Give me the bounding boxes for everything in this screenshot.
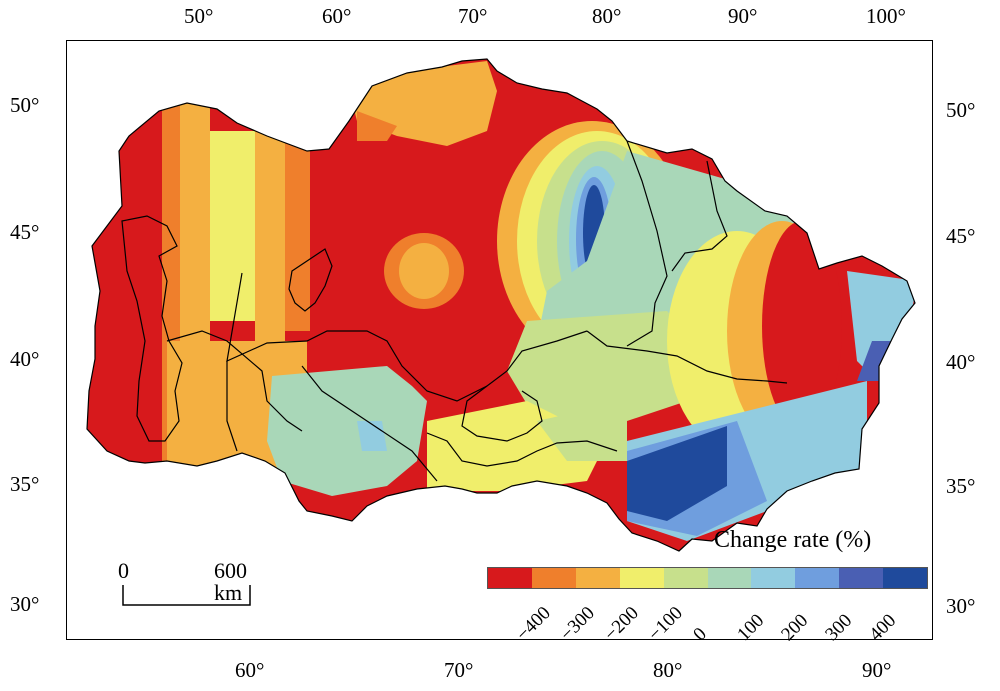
legend-swatch-3 [619, 568, 664, 588]
left-lat-label-45: 45° [10, 220, 40, 244]
right-lat-label-40: 40° [946, 350, 976, 374]
right-lat-label-50: 50° [946, 98, 976, 122]
border-china-inner [586, 330, 788, 384]
border-kaz-uzb [226, 272, 588, 402]
legend-title: Change rate (%) [714, 527, 872, 553]
scale-bar-zero-label: 0 [118, 558, 129, 583]
left-lat-label-40: 40° [10, 347, 40, 371]
bottom-lon-label-90: 90° [862, 658, 892, 682]
border-china-mongolia [671, 160, 728, 272]
bottom-lon-label-60: 60° [235, 658, 265, 682]
top-lon-label-60: 60° [322, 4, 352, 28]
border-south-2 [461, 385, 543, 442]
legend-swatch-2 [575, 568, 620, 588]
raster-west-band-orange2 [285, 131, 310, 331]
top-lon-label-70: 70° [458, 4, 488, 28]
left-lat-label-30: 30° [10, 592, 40, 616]
top-lon-label-100: 100° [866, 4, 906, 28]
raster-east-lightgreen [507, 311, 717, 421]
raster-south-lightgreen [537, 401, 627, 461]
bottom-lon-label-70: 70° [444, 658, 474, 682]
border-west-1 [166, 330, 303, 432]
scale-bar-line [122, 585, 251, 606]
top-lon-label-90: 90° [728, 4, 758, 28]
legend-swatch-7 [795, 568, 840, 588]
border-south-1 [301, 365, 438, 482]
right-lat-label-35: 35° [946, 474, 976, 498]
top-lon-label-80: 80° [592, 4, 622, 28]
raster-west-band-yellow [210, 131, 255, 321]
border-kaz-china [626, 140, 668, 347]
legend-swatch-6 [751, 568, 796, 588]
aral-sea-outline [288, 248, 333, 312]
change-rate-map [86, 58, 916, 552]
legend-swatch-1 [531, 568, 576, 588]
legend-swatch-4 [663, 568, 708, 588]
outer-boundary [86, 58, 916, 552]
raster-north-orange2 [357, 111, 397, 141]
scale-bar-distance-label: 600 km [214, 558, 247, 605]
legend-swatch-5 [707, 568, 752, 588]
map-frame [66, 40, 933, 640]
top-lon-label-50: 50° [184, 4, 214, 28]
raster-central-orange-core [399, 243, 449, 299]
scale-bar: 0 600 km [118, 560, 258, 610]
boundaries [86, 58, 916, 552]
legend-colorbar [487, 567, 928, 589]
raster-east-red [762, 221, 842, 431]
legend-swatch-9 [883, 568, 928, 588]
bottom-lon-label-80: 80° [653, 658, 683, 682]
caspian-sea-outline [121, 215, 183, 442]
right-lat-label-45: 45° [946, 224, 976, 248]
legend-swatch-0 [488, 568, 532, 588]
left-lat-label-35: 35° [10, 472, 40, 496]
left-lat-label-50: 50° [10, 93, 40, 117]
raster-east-right-cyan [847, 271, 915, 381]
border-west-2 [226, 361, 238, 452]
right-lat-label-30: 30° [946, 594, 976, 618]
raster-west-band-yellow2 [255, 131, 285, 371]
raster-se-darkblue [627, 426, 727, 521]
legend-swatch-8 [839, 568, 884, 588]
raster-south-cyan [357, 421, 387, 451]
border-south-3 [426, 432, 618, 467]
raster-south-green [267, 366, 427, 496]
